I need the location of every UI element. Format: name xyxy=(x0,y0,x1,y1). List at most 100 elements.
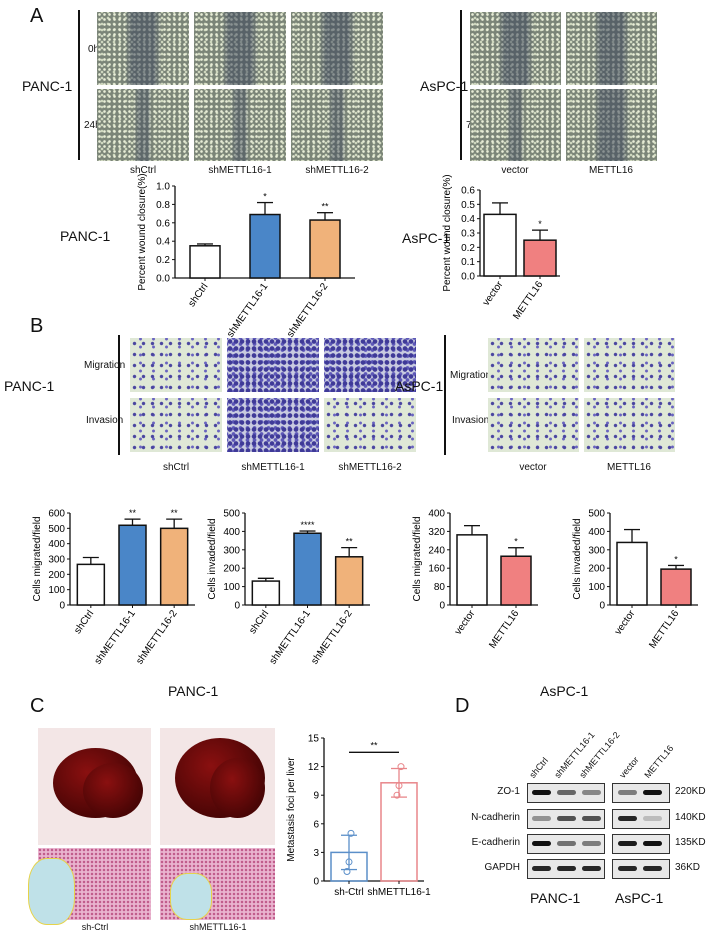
significance-marker: ** xyxy=(171,508,179,518)
significance-marker: * xyxy=(674,554,678,564)
y-tick-label: 1.0 xyxy=(156,182,170,193)
divider xyxy=(78,10,80,160)
wound-image xyxy=(194,89,286,161)
y-tick-label: 0.2 xyxy=(156,255,170,266)
y-tick-label: 200 xyxy=(588,564,605,575)
row-label: Migration xyxy=(84,360,126,371)
y-tick-label: 0.0 xyxy=(156,274,170,285)
transwell-image xyxy=(227,338,319,392)
lane-label: shCtrl xyxy=(527,755,551,780)
blot-box xyxy=(612,859,670,879)
blot-band xyxy=(618,790,637,795)
y-tick-label: 600 xyxy=(48,509,65,520)
transwell-image xyxy=(324,338,416,392)
blot-box xyxy=(612,834,670,854)
y-tick-label: 400 xyxy=(223,527,240,538)
significance-marker: ** xyxy=(321,202,329,212)
x-tick-label: shMETTL16-2 xyxy=(134,608,180,667)
y-axis-label: Cells invaded/field xyxy=(207,518,218,599)
y-tick-label: 300 xyxy=(223,545,240,556)
y-tick-label: 0.6 xyxy=(461,186,475,197)
cell-line-label: AsPC-1 xyxy=(615,890,664,906)
y-axis-label: Percent wound closure(%) xyxy=(442,174,453,291)
significance-marker: ** xyxy=(346,537,354,547)
blot-band xyxy=(618,866,637,871)
histology-image xyxy=(28,848,151,925)
cell-line-label: PANC-1 xyxy=(4,378,55,394)
data-point xyxy=(345,858,353,866)
divider xyxy=(118,335,120,455)
y-tick-label: 0.6 xyxy=(156,218,170,229)
blot-band xyxy=(582,816,601,821)
bar-shmettl16-2 xyxy=(309,219,341,279)
x-tick-label: shMETTL16-2 xyxy=(309,608,355,667)
y-tick-label: 400 xyxy=(588,527,605,538)
y-tick-label: 400 xyxy=(428,509,445,520)
cell-line-label: PANC-1 xyxy=(530,890,581,906)
blot-band xyxy=(582,841,601,846)
significance-marker: ** xyxy=(129,508,137,518)
bar-chart-a1: 0.0 0.2 0.4 0.6 0.8 1.0 Percent wound closure(… xyxy=(137,173,355,340)
group-caption: shMETTL16-2 xyxy=(338,462,402,473)
bar-shmettl16-2 xyxy=(159,527,189,606)
y-tick-label: 400 xyxy=(48,539,65,550)
x-tick-label: shCtrl xyxy=(186,281,210,309)
x-tick-label: METTL16 xyxy=(647,608,681,651)
blot-band xyxy=(532,841,551,846)
x-tick-label: vector xyxy=(481,279,506,308)
bar-mettl16 xyxy=(523,239,557,277)
data-point xyxy=(393,791,401,799)
data-point xyxy=(343,867,351,875)
data-point xyxy=(397,763,405,771)
size-label: 140KD xyxy=(675,812,706,823)
size-label: 36KD xyxy=(675,862,701,873)
wound-image xyxy=(291,89,383,161)
wound-image xyxy=(194,12,286,85)
significance-marker: * xyxy=(514,537,518,547)
blot-band xyxy=(643,866,662,871)
bar-chart-b3: 0 80 160 240 320 400 Cells migrated/field vecto… xyxy=(412,509,538,651)
transwell-image xyxy=(584,338,675,392)
y-tick-label: 80 xyxy=(434,582,446,593)
y-tick-label: 300 xyxy=(48,555,65,566)
x-tick-label: sh-Ctrl xyxy=(334,887,363,898)
x-tick-label: METTL16 xyxy=(487,608,521,651)
blot-band xyxy=(582,790,601,795)
blot-band xyxy=(618,816,637,821)
blot-band xyxy=(557,816,576,821)
bar-vector xyxy=(456,534,488,606)
y-tick-label: 3 xyxy=(313,848,319,859)
wound-image xyxy=(97,12,189,85)
y-tick-label: 500 xyxy=(588,509,605,520)
liver-photo xyxy=(38,728,151,845)
blot-band xyxy=(532,790,551,795)
y-tick-label: 6 xyxy=(313,819,319,830)
blot-band xyxy=(532,816,551,821)
y-tick-label: 160 xyxy=(428,564,445,575)
y-axis-label: Metastasis foci per liver xyxy=(286,757,297,862)
x-tick-label: shCtrl xyxy=(247,608,271,636)
y-tick-label: 0 xyxy=(599,601,605,612)
cell-line-label: PANC-1 xyxy=(60,228,111,244)
bar-shmettl16-1 xyxy=(293,532,322,606)
protein-label: E-cadherin xyxy=(471,837,520,848)
lane-label: vector xyxy=(617,754,641,780)
significance-marker: * xyxy=(263,192,267,202)
group-caption: shMETTL16-2 xyxy=(305,165,369,176)
bar-vector xyxy=(483,213,517,277)
group-caption: shMETTL16-1 xyxy=(241,462,305,473)
group-caption: vector xyxy=(519,462,547,473)
size-label: 220KD xyxy=(675,786,706,797)
group-caption: shCtrl xyxy=(129,165,157,176)
wound-image xyxy=(470,89,561,161)
blot-band xyxy=(643,816,662,821)
y-axis-label: Cells invaded/field xyxy=(572,518,583,599)
divider xyxy=(460,10,462,160)
group-caption: shMETTL16-1 xyxy=(189,922,247,930)
bar-chart-a2: 0.0 0.1 0.2 0.3 0.4 0.5 0.6 Percent wound closu… xyxy=(442,174,560,322)
x-tick-label: vector xyxy=(453,608,478,637)
data-point xyxy=(395,782,403,790)
bar-mettl16 xyxy=(500,555,532,606)
significance-marker: * xyxy=(538,219,542,229)
